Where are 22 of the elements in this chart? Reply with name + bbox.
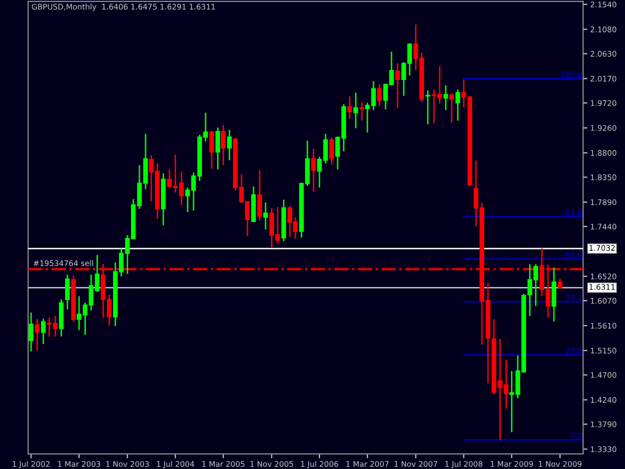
candlestick — [377, 84, 382, 107]
candlestick — [558, 278, 562, 290]
candlestick — [311, 148, 316, 193]
candlestick — [425, 90, 430, 125]
candlestick — [329, 136, 334, 166]
candlestick — [347, 96, 352, 120]
candlestick — [263, 202, 268, 230]
candlestick — [443, 84, 448, 111]
candlestick — [28, 312, 34, 352]
candlestick — [220, 124, 226, 166]
candlestick — [40, 318, 46, 345]
candlestick — [395, 62, 400, 108]
candlestick — [360, 102, 364, 122]
candlestick — [353, 92, 358, 129]
candlestick — [215, 126, 220, 170]
candlestick — [257, 169, 262, 222]
candlestick — [65, 274, 70, 310]
candlestick — [227, 129, 232, 161]
candlestick — [455, 88, 460, 122]
candlestick — [449, 92, 454, 124]
candlestick — [209, 130, 214, 170]
candlestick — [34, 318, 40, 352]
